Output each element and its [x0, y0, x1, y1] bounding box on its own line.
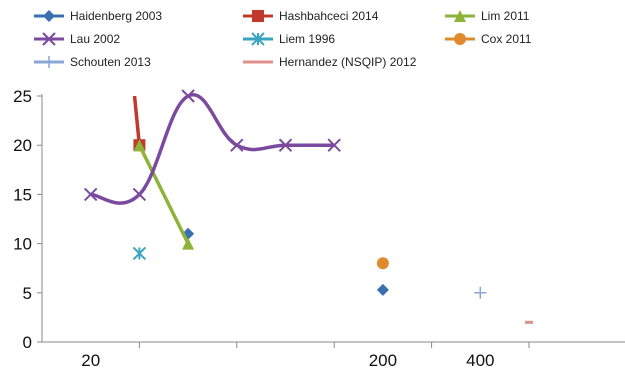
legend-item: Liem 1996: [243, 32, 335, 46]
legend-label: Schouten 2013: [70, 55, 151, 69]
series-haidenberg-2003: [182, 227, 389, 296]
y-tick-label: 0: [23, 333, 32, 352]
data-point: [376, 283, 389, 296]
x-tick-label: 200: [369, 351, 397, 370]
legend-label: Lim 2011: [481, 9, 530, 23]
data-point: [132, 187, 147, 202]
x-marker-stroke: [278, 138, 293, 152]
data-point: [474, 286, 487, 299]
x-tick-label: 400: [466, 351, 494, 370]
series-liem-1996: [132, 246, 147, 261]
legend-swatch-marker: [252, 10, 264, 22]
legend-swatch-marker: [454, 33, 466, 45]
data-point: [181, 89, 195, 103]
y-tick-label: 20: [13, 136, 32, 155]
x-marker-stroke: [181, 89, 195, 103]
triangle-marker: [182, 237, 195, 250]
series-lim-2011: [133, 139, 195, 250]
x-marker-stroke: [230, 138, 244, 152]
legend-swatch-marker: [43, 10, 55, 22]
legend-swatch-marker: [251, 32, 265, 46]
square-marker: [252, 10, 264, 22]
x-marker-stroke: [42, 32, 56, 46]
legend-item: Schouten 2013: [34, 55, 151, 69]
y-tick-label: 25: [13, 87, 32, 106]
data-point: [327, 138, 341, 152]
y-tick-label: 15: [13, 185, 32, 204]
y-tick-label: 10: [13, 235, 32, 254]
data-point: [230, 138, 244, 152]
series-schouten-2013: [474, 286, 487, 299]
x-marker-stroke: [327, 138, 341, 152]
series-line: [90, 93, 335, 205]
dash-marker: [254, 60, 262, 64]
series-line: [132, 95, 142, 146]
series-line: [137, 144, 190, 245]
data-point: [278, 138, 293, 152]
dash-marker: [525, 320, 533, 324]
legend: Haidenberg 2003 Hashbahceci 2014 Lim 2011 L…: [34, 9, 532, 69]
data-point: [83, 187, 98, 202]
circle-marker: [454, 33, 466, 45]
legend-label: Liem 1996: [279, 32, 335, 46]
legend-item: Lim 2011: [445, 9, 530, 23]
data-point: [182, 237, 195, 250]
legend-swatch-marker: [254, 60, 262, 64]
data-point: [133, 139, 146, 152]
series-lau-2002: [83, 89, 341, 205]
x-tick-label: 20: [81, 351, 100, 370]
triangle-marker: [454, 10, 466, 22]
legend-item: Hernandez (NSQIP) 2012: [243, 55, 417, 69]
legend-label: Lau 2002: [70, 32, 120, 46]
legend-label: Haidenberg 2003: [70, 9, 162, 23]
diamond-marker: [376, 283, 389, 296]
legend-swatch-marker: [43, 56, 55, 68]
triangle-marker: [133, 139, 146, 152]
legend-item: Hashbahceci 2014: [243, 9, 379, 23]
legend-item: Cox 2011: [445, 32, 532, 46]
x-marker-stroke: [83, 187, 98, 202]
data-point: [525, 320, 533, 324]
series-cox-2011: [376, 257, 389, 270]
legend-label: Hashbahceci 2014: [279, 9, 379, 23]
diamond-marker: [43, 10, 55, 22]
series-hernandez-nsqip-2012: [525, 320, 533, 324]
legend-item: Lau 2002: [34, 32, 120, 46]
y-tick-label: 5: [23, 284, 32, 303]
data-point: [132, 246, 147, 261]
axes: 0 5 10 15 20 25 20 200 400: [13, 87, 625, 370]
legend-label: Cox 2011: [481, 32, 532, 46]
legend-swatch-marker: [454, 10, 466, 22]
circle-marker: [376, 257, 389, 270]
series-layer: [83, 89, 533, 324]
legend-label: Hernandez (NSQIP) 2012: [279, 55, 417, 69]
legend-item: Haidenberg 2003: [34, 9, 162, 23]
legend-swatch-marker: [42, 32, 56, 46]
data-point: [376, 257, 389, 270]
x-marker-stroke: [132, 187, 147, 202]
